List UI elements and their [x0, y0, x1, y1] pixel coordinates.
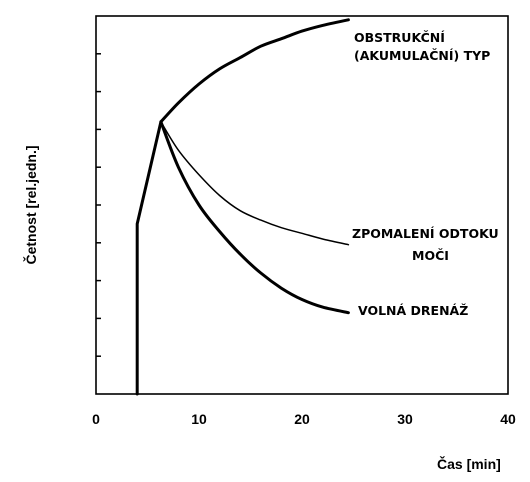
annotation-zpomaleni-line2: MOČI: [412, 248, 449, 263]
x-tick-label: 30: [397, 411, 413, 427]
annotation-volna-drenaz: VOLNÁ DRENÁŽ: [358, 303, 468, 318]
x-axis-ticks: 0 10 20 30 40: [92, 411, 516, 427]
x-tick-label: 10: [191, 411, 207, 427]
series-line-2: [160, 121, 350, 246]
series-line-1: [135, 18, 350, 396]
x-axis-label: Čas [min]: [437, 455, 501, 472]
annotation-obstrukcni-line1: OBSTRUKČNÍ: [354, 30, 445, 45]
y-axis-label: Četnost [rel.jedn.]: [22, 145, 39, 264]
plot-frame: [95, 15, 509, 395]
series-line-3: [159, 120, 350, 315]
annotation-obstrukcni-line2: (AKUMULAČNÍ) TYP: [354, 48, 490, 63]
x-tick-label: 0: [92, 411, 100, 427]
x-tick-label: 20: [294, 411, 310, 427]
series-layer: [135, 18, 350, 396]
y-axis-ticks: [96, 53, 101, 357]
annotation-zpomaleni-line1: ZPOMALENÍ ODTOKU: [352, 226, 499, 241]
x-tick-label: 40: [500, 411, 516, 427]
